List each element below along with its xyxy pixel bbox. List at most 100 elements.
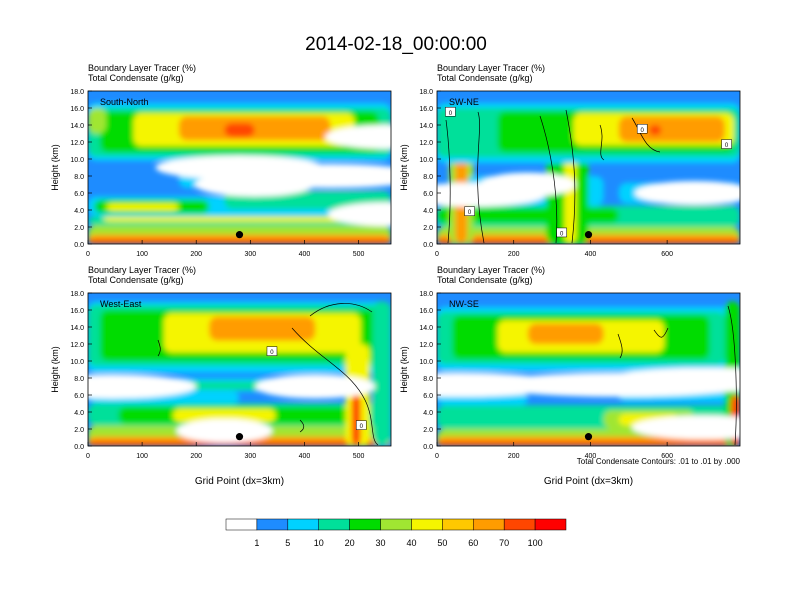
clear-region [631,415,740,440]
location-marker [235,231,244,239]
x-tick-label: 0 [435,251,439,258]
contour-label: 0 [468,210,472,216]
contour-label-box [464,206,475,216]
panel-frame [87,90,392,245]
panel-south-north: Boundary Layer Tracer (%)Total Condensat… [50,63,392,258]
contour-label: 0 [270,350,274,356]
condensate-contour [477,111,485,244]
x-tick-label: 200 [508,453,520,460]
condensate-contour [631,117,661,153]
y-tick-label: 2.0 [74,427,84,434]
contour-label-box [721,139,732,149]
y-tick-label: 4.0 [423,410,433,417]
x-tick-label: 400 [585,251,597,258]
y-tick-label: 18.0 [70,291,84,298]
y-tick-label: 2.0 [74,225,84,232]
contour-label-box [636,124,648,134]
colorbar-swatch [287,518,319,531]
x-tick-label: 400 [299,453,311,460]
x-tick-label: 300 [244,453,256,460]
x-tick-label: 200 [508,251,520,258]
colorbar-label: 60 [468,538,478,548]
y-tick-label: 10.0 [419,359,433,366]
contour-label: 0 [560,231,564,237]
y-tick-label: 14.0 [419,325,433,332]
y-tick-label: 6.0 [423,393,433,400]
x-axis-label: Grid Point (dx=3km) [195,476,284,487]
y-tick-label: 18.0 [70,89,84,96]
shaded-band [437,441,740,446]
clear-region [176,418,273,443]
y-tick-label: 12.0 [70,342,84,349]
y-tick-label: 4.0 [74,208,84,215]
x-tick-label: 300 [244,251,256,258]
shaded-band [372,301,391,446]
y-tick-label: 4.0 [423,208,433,215]
colorbar-label: 20 [345,538,355,548]
y-tick-label: 14.0 [419,123,433,130]
shaded-band [224,123,255,137]
y-tick-label: 12.0 [419,140,433,147]
shaded-band [209,316,316,341]
shaded-field [88,91,391,244]
clear-region [324,124,391,149]
colorbar-swatch [534,518,567,531]
colorbar-label: 1 [254,538,259,548]
x-tick-label: 600 [661,251,673,258]
panel-frame [87,292,392,447]
shaded-band [178,116,331,141]
colorbar-swatch [411,518,443,531]
panel-title-line: Total Condensate (g/kg) [437,73,533,83]
clear-region [255,374,376,399]
clear-region [327,202,391,227]
figure-title: 2014-02-18_00:00:00 [305,34,487,55]
x-tick-label: 500 [353,453,365,460]
shaded-band [437,239,740,244]
y-axis-label: Height (km) [50,346,60,393]
y-tick-label: 18.0 [419,89,433,96]
panel-name: South-North [100,97,149,107]
colorbar-label: 50 [437,538,447,548]
location-marker [584,433,593,441]
panel-title-line: Total Condensate (g/kg) [437,275,533,285]
y-tick-label: 8.0 [74,174,84,181]
x-tick-label: 100 [136,251,148,258]
colorbar-swatch [380,518,412,531]
colorbar: 1 5 10 20 30 40 50 60 70 100 [225,518,567,548]
condensate-contour [599,124,605,161]
shaded-field: 00 [88,293,391,446]
y-tick-label: 18.0 [419,291,433,298]
panel-title-line: Boundary Layer Tracer (%) [437,63,545,73]
condensate-contour [299,419,305,433]
shaded-band [172,408,276,423]
shaded-band [564,142,577,244]
location-marker [584,231,593,239]
condensate-contour [157,339,161,357]
shaded-band [649,125,662,136]
y-axis-label: Height (km) [50,144,60,191]
colorbar-swatch [473,518,505,531]
panel-sw-ne: Boundary Layer Tracer (%)Total Condensat… [399,63,741,258]
x-tick-label: 0 [86,251,90,258]
colorbar-label: 10 [314,538,324,548]
y-axis-label: Height (km) [399,346,409,393]
x-tick-label: 400 [585,453,597,460]
x-tick-label: 400 [299,251,311,258]
shaded-field [437,293,740,446]
x-tick-label: 500 [353,251,365,258]
panel-name: West-East [100,299,142,309]
panel-title-line: Total Condensate (g/kg) [88,73,184,83]
y-tick-label: 12.0 [419,342,433,349]
y-tick-label: 0.0 [423,444,433,451]
panel-title-line: Boundary Layer Tracer (%) [437,265,545,275]
condensate-contour [291,327,379,446]
colorbar-swatch [225,518,258,531]
x-tick-label: 0 [435,453,439,460]
contour-label-box [266,346,278,356]
clear-region [88,374,197,399]
y-tick-label: 10.0 [419,157,433,164]
y-axis-label: Height (km) [399,144,409,191]
panel-name: NW-SE [449,299,479,309]
condensate-contour [653,327,669,338]
contour-label: 0 [641,128,645,134]
